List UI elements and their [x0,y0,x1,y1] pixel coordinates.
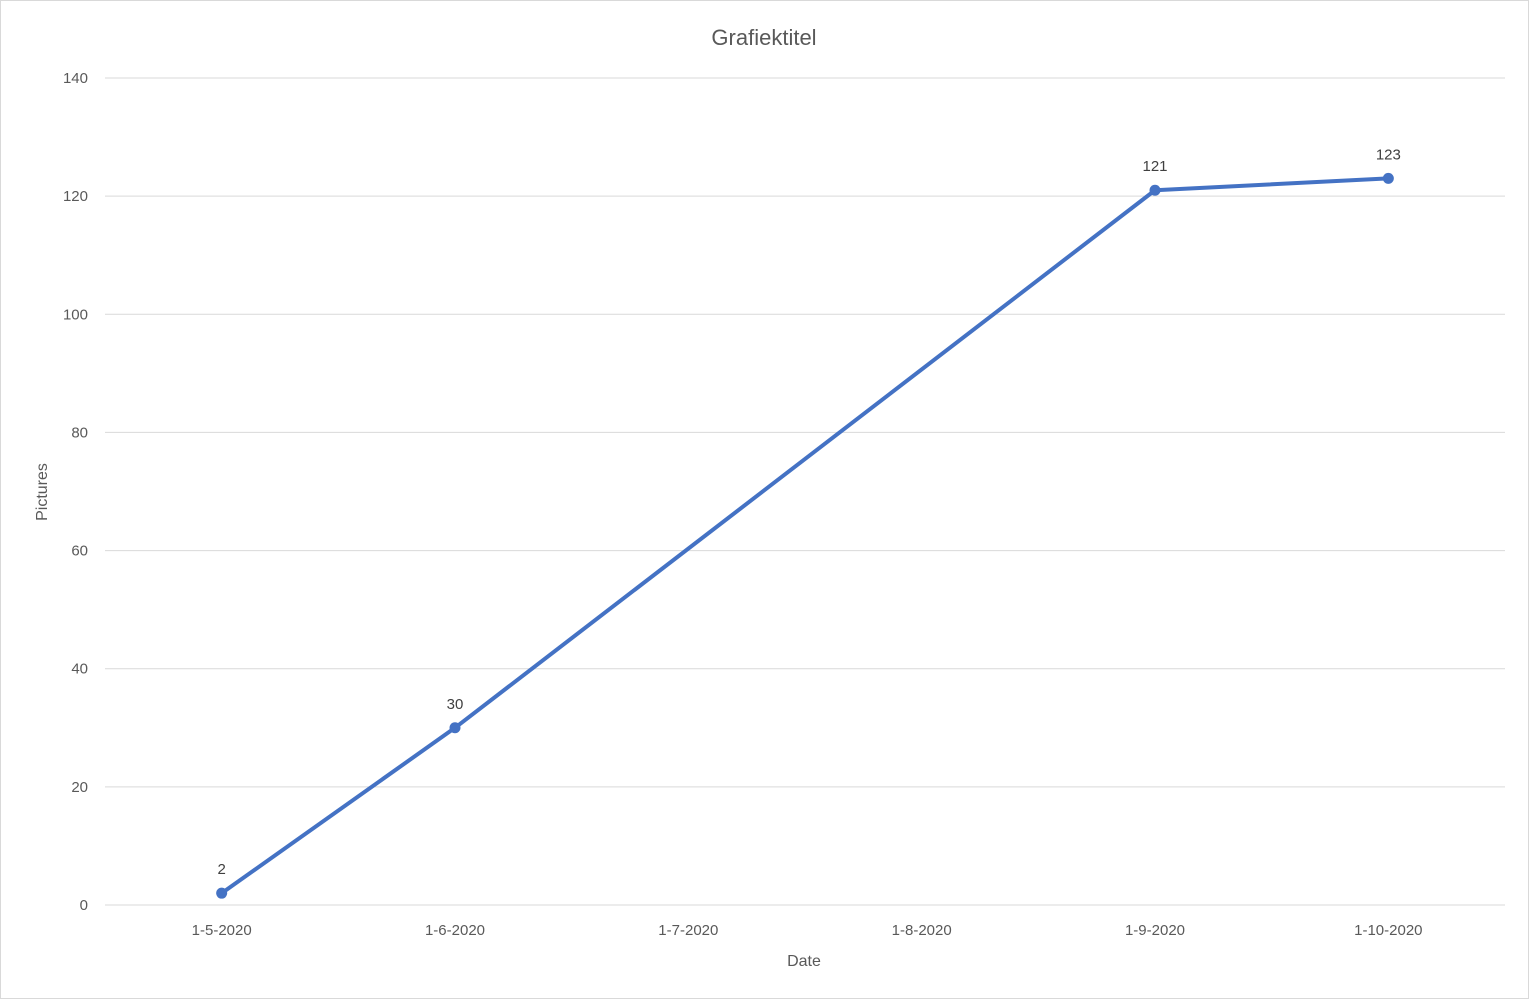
data-label: 123 [1376,146,1401,163]
y-tick-label: 60 [71,543,88,560]
x-tick-label: 1-8-2020 [892,922,952,939]
data-point [1149,184,1161,196]
series-group [216,172,1394,899]
y-tick-label: 140 [63,70,88,87]
data-labels: 2 30 121 123 [217,146,1400,878]
x-axis-title: Date [787,953,821,970]
y-tick-label: 120 [63,188,88,205]
y-tick-label: 0 [80,897,88,914]
data-point [449,722,461,734]
y-tick-label: 100 [63,306,88,323]
x-tick-label: 1-5-2020 [192,922,252,939]
series-line [219,176,1391,896]
gridlines [105,77,1505,906]
chart-title: Grafiektitel [711,25,816,50]
x-tick-label: 1-9-2020 [1125,922,1185,939]
y-tick-label: 40 [71,661,88,678]
data-point [1382,172,1394,184]
data-point [216,887,228,899]
x-axis-ticks: 1-5-2020 1-6-2020 1-7-2020 1-8-2020 1-9-2020… [192,922,1423,939]
data-label: 30 [447,696,464,713]
y-axis-ticks: 0 20 40 60 80 100 120 140 [63,70,88,914]
y-tick-label: 80 [71,424,88,441]
x-tick-label: 1-7-2020 [658,922,718,939]
y-axis-title: Pictures [34,463,51,521]
data-label: 121 [1142,158,1167,175]
y-tick-label: 20 [71,779,88,796]
x-tick-label: 1-10-2020 [1354,922,1422,939]
data-label: 2 [217,861,225,878]
x-tick-label: 1-6-2020 [425,922,485,939]
